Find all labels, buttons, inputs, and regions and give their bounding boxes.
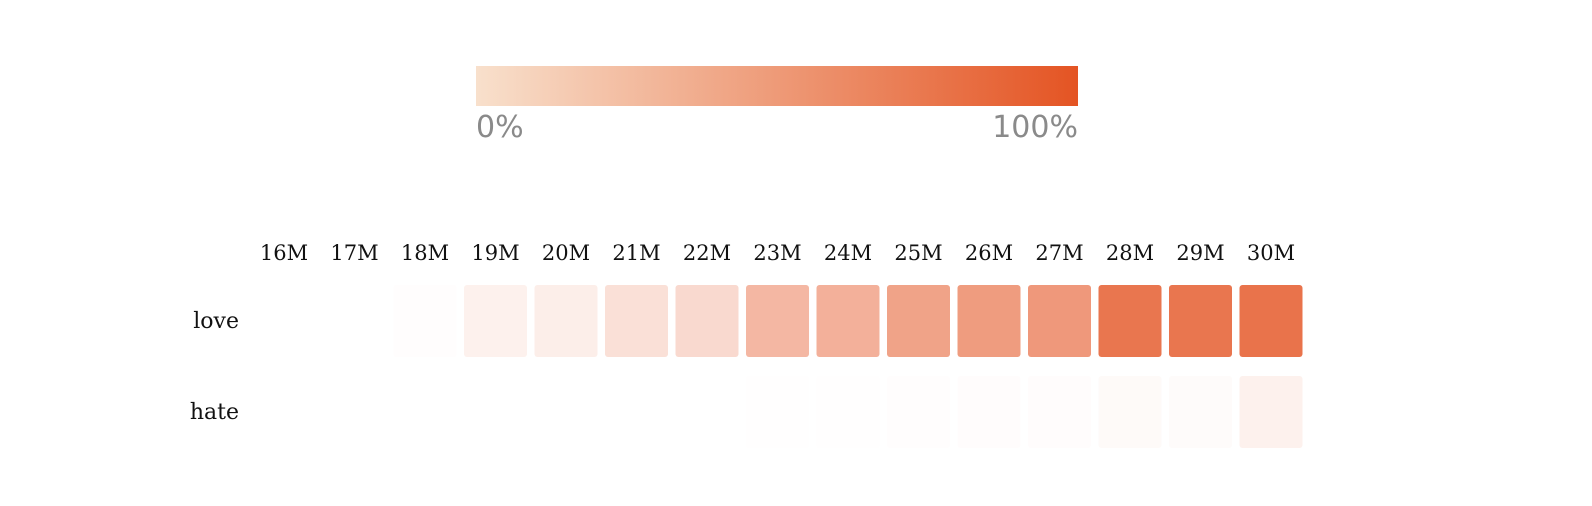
heatmap-cell-hate-26M	[957, 376, 1021, 448]
column-label-19M: 19M	[471, 241, 519, 265]
heatmap-cell-love-23M	[746, 285, 809, 357]
column-label-25M: 25M	[894, 241, 942, 265]
row-label-love: love	[193, 309, 239, 334]
color-legend: 0% 100%	[476, 66, 1078, 145]
heatmap-cell-love-20M	[534, 285, 598, 357]
heatmap-cell-love-19M	[464, 285, 527, 357]
column-label-26M: 26M	[965, 241, 1013, 265]
heatmap-cell-hate-18M	[393, 376, 457, 448]
heatmap-cell-hate-16M	[252, 376, 316, 448]
color-legend-bar	[476, 66, 1078, 106]
column-label-30M: 30M	[1247, 241, 1295, 265]
column-label-17M: 17M	[330, 241, 378, 265]
heatmap-cell-love-22M	[675, 285, 739, 357]
row-labels: love hate	[190, 309, 239, 425]
heatmap-cells	[252, 285, 1303, 448]
heatmap-cell-hate-24M	[816, 376, 880, 448]
heatmap-cell-love-17M	[323, 285, 386, 357]
heatmap-cell-hate-22M	[675, 376, 739, 448]
heatmap-cell-hate-23M	[746, 376, 809, 448]
heatmap-cell-hate-28M	[1098, 376, 1162, 448]
column-label-18M: 18M	[401, 241, 449, 265]
heatmap-cell-love-28M	[1098, 285, 1162, 357]
row-label-hate: hate	[190, 400, 239, 425]
heatmap-cell-love-18M	[393, 285, 457, 357]
column-label-28M: 28M	[1106, 241, 1154, 265]
heatmap-cell-love-27M	[1028, 285, 1091, 357]
column-labels: 16M 17M 18M 19M 20M 21M 22M 23M 24M 25M 26M 27M 28M 2…	[260, 241, 1295, 265]
heatmap-cell-love-21M	[605, 285, 668, 357]
column-label-21M: 21M	[612, 241, 660, 265]
column-label-20M: 20M	[542, 241, 590, 265]
column-label-22M: 22M	[683, 241, 731, 265]
heatmap-cell-hate-21M	[605, 376, 668, 448]
column-label-27M: 27M	[1035, 241, 1083, 265]
column-label-23M: 23M	[753, 241, 801, 265]
column-label-24M: 24M	[824, 241, 872, 265]
heatmap-cell-love-26M	[957, 285, 1021, 357]
heatmap-cell-hate-19M	[464, 376, 527, 448]
column-label-16M: 16M	[260, 241, 308, 265]
heatmap-cell-hate-20M	[534, 376, 598, 448]
heatmap-cell-love-30M	[1239, 285, 1303, 357]
heatmap-cell-love-29M	[1169, 285, 1232, 357]
heatmap-cell-love-16M	[252, 285, 316, 357]
legend-max-label: 100%	[992, 110, 1078, 145]
heatmap-cell-love-25M	[887, 285, 950, 357]
heatmap-cell-hate-25M	[887, 376, 950, 448]
legend-min-label: 0%	[476, 110, 524, 145]
heatmap-cell-hate-17M	[323, 376, 386, 448]
heatmap-cell-hate-29M	[1169, 376, 1232, 448]
heatmap-cell-hate-27M	[1028, 376, 1091, 448]
heatmap-cell-love-24M	[816, 285, 880, 357]
column-label-29M: 29M	[1176, 241, 1224, 265]
heatmap-cell-hate-30M	[1239, 376, 1303, 448]
